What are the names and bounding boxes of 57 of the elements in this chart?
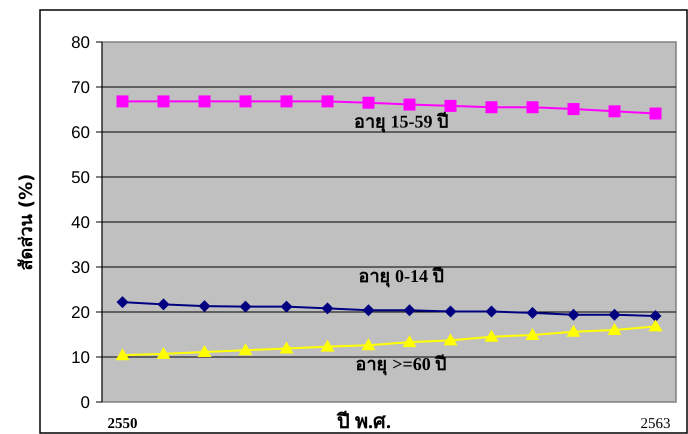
point (362, 96, 374, 109)
point (322, 95, 334, 108)
point (566, 324, 580, 337)
point (650, 310, 662, 322)
point (404, 304, 416, 316)
point (648, 319, 662, 332)
y-tick-label: 30 (71, 258, 90, 277)
point (156, 346, 170, 359)
point (608, 323, 622, 335)
point (484, 330, 498, 342)
x-axis-title: ปี พ.ศ. (336, 410, 391, 433)
y-tick-label: 50 (71, 168, 90, 187)
point (444, 306, 456, 318)
annotation: อายุ 0-14 ปี (358, 266, 444, 288)
x-tick-label: 2550 (108, 416, 138, 432)
point (320, 340, 334, 352)
point (240, 95, 252, 108)
point (608, 308, 620, 321)
point (280, 300, 292, 313)
point (158, 95, 170, 108)
point (444, 333, 458, 346)
point (486, 306, 498, 318)
y-tick-label: 80 (71, 33, 90, 52)
point (650, 108, 662, 120)
point (116, 95, 128, 108)
y-tick-label: 70 (71, 78, 90, 97)
point (402, 335, 416, 348)
y-tick-label: 0 (80, 393, 90, 412)
point (486, 101, 498, 114)
x-tick-label: 2563 (640, 416, 670, 432)
point (198, 345, 212, 358)
point (116, 296, 128, 308)
y-tick-label: 10 (71, 348, 90, 367)
point (198, 300, 210, 312)
y-tick-label: 60 (71, 123, 90, 142)
point (198, 95, 210, 108)
point (568, 103, 580, 116)
point (526, 306, 538, 319)
point (568, 308, 580, 321)
point (240, 300, 252, 313)
point (280, 341, 294, 354)
point (362, 338, 376, 350)
y-axis-title: สัดส่วน (%) (16, 174, 37, 270)
y-tick-label: 20 (71, 303, 90, 322)
point (404, 98, 416, 111)
point (526, 328, 540, 340)
annotation: อายุ 15-59 ปี (354, 112, 448, 134)
point (238, 343, 252, 356)
point (362, 304, 374, 316)
point (526, 101, 538, 114)
point (116, 348, 130, 360)
point (444, 100, 456, 112)
y-tick-label: 40 (71, 213, 90, 232)
point (280, 95, 292, 108)
point (608, 105, 620, 118)
point (322, 302, 334, 314)
point (158, 298, 170, 310)
